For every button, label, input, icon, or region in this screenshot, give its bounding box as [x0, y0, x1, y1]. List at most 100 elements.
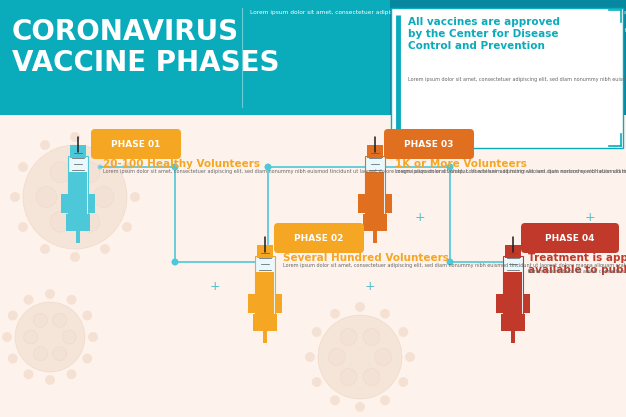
Circle shape — [363, 329, 380, 345]
Bar — [505, 271, 521, 316]
Text: Lorem ipsum dolor sit amet, consectetuer adipiscing elit, sed diam nonummy nibh : Lorem ipsum dolor sit amet, consectetuer… — [395, 169, 626, 174]
Circle shape — [375, 349, 391, 365]
Circle shape — [122, 162, 132, 172]
Text: PHASE 04: PHASE 04 — [545, 234, 595, 243]
FancyBboxPatch shape — [91, 129, 181, 159]
Circle shape — [66, 295, 76, 305]
Circle shape — [405, 352, 415, 362]
Circle shape — [265, 163, 272, 171]
Circle shape — [66, 369, 76, 379]
Bar — [496, 294, 505, 313]
Bar — [521, 294, 530, 313]
Text: +: + — [33, 95, 43, 108]
Text: PHASE 03: PHASE 03 — [404, 140, 454, 148]
Circle shape — [318, 315, 402, 399]
Circle shape — [367, 164, 372, 169]
Circle shape — [15, 302, 85, 372]
Circle shape — [53, 347, 66, 361]
Text: +: + — [210, 281, 220, 294]
Circle shape — [40, 244, 50, 254]
Circle shape — [18, 162, 28, 172]
Bar — [505, 245, 521, 258]
Text: Lorem ipsum dolor sit amet, consectetuer adipiscing elit, sed diam nonummy nibh : Lorem ipsum dolor sit amet, consectetuer… — [283, 263, 626, 268]
Text: +: + — [414, 211, 425, 224]
Circle shape — [8, 354, 18, 364]
Text: All vaccines are approved
by the Center for Disease
Control and Prevention: All vaccines are approved by the Center … — [408, 17, 560, 51]
Text: +: + — [365, 281, 376, 294]
Circle shape — [340, 369, 357, 385]
Circle shape — [24, 330, 38, 344]
Text: +: + — [585, 211, 595, 224]
Text: PHASE 02: PHASE 02 — [294, 234, 344, 243]
Text: CORONAVIRUS
VACCINE PHASES: CORONAVIRUS VACCINE PHASES — [12, 18, 279, 77]
Bar — [86, 194, 95, 213]
FancyBboxPatch shape — [274, 223, 364, 253]
Bar — [503, 256, 523, 318]
Text: Treatment is approved and
available to public: Treatment is approved and available to p… — [528, 253, 626, 275]
Text: 1K or More Volunteers: 1K or More Volunteers — [395, 159, 527, 169]
Circle shape — [340, 329, 357, 345]
FancyBboxPatch shape — [521, 223, 619, 253]
Circle shape — [329, 349, 346, 365]
Text: Lorem ipsum dolor sit amet, consectetuer adipiscing elit, sed diam nonummy nibh : Lorem ipsum dolor sit amet, consectetuer… — [250, 10, 626, 15]
Circle shape — [33, 347, 48, 361]
Bar — [69, 171, 86, 216]
Text: 20-100 Healthy Volunteers: 20-100 Healthy Volunteers — [103, 159, 260, 169]
Text: THE PROCESS DEVELOPED: THE PROCESS DEVELOPED — [398, 10, 552, 20]
Bar — [274, 294, 282, 313]
Circle shape — [33, 313, 48, 327]
Circle shape — [23, 145, 127, 249]
Circle shape — [88, 332, 98, 342]
FancyBboxPatch shape — [391, 8, 623, 148]
Circle shape — [36, 186, 57, 207]
Text: +: + — [165, 141, 175, 153]
Circle shape — [62, 330, 76, 344]
Text: Lorem ipsum dolor sit amet, consectetuer adipiscing elit, sed diam nonummy nibh : Lorem ipsum dolor sit amet, consectetuer… — [103, 169, 626, 174]
Circle shape — [355, 402, 365, 412]
Bar — [66, 214, 90, 231]
Text: Lorem ipsum dolor sit amet, consectetuer adipiscing elit, sed diam nonummy nibh : Lorem ipsum dolor sit amet, consectetuer… — [528, 269, 626, 274]
Circle shape — [2, 332, 12, 342]
Circle shape — [24, 295, 34, 305]
Circle shape — [79, 211, 100, 232]
Circle shape — [330, 395, 340, 405]
Circle shape — [380, 395, 390, 405]
Circle shape — [53, 313, 66, 327]
Circle shape — [370, 146, 380, 155]
Bar — [248, 294, 257, 313]
Circle shape — [330, 309, 340, 319]
Circle shape — [45, 289, 55, 299]
Bar — [390, 0, 626, 115]
Circle shape — [305, 352, 315, 362]
Bar — [253, 314, 277, 331]
Circle shape — [10, 192, 20, 202]
Bar — [255, 256, 275, 318]
Circle shape — [82, 311, 92, 321]
Circle shape — [122, 222, 132, 232]
Circle shape — [18, 222, 28, 232]
Circle shape — [40, 140, 50, 150]
Bar — [70, 145, 86, 158]
Circle shape — [380, 309, 390, 319]
Circle shape — [446, 259, 453, 266]
Bar — [358, 194, 366, 213]
Circle shape — [79, 162, 100, 183]
Bar — [364, 156, 386, 218]
Bar — [367, 145, 382, 158]
Circle shape — [8, 311, 18, 321]
Circle shape — [100, 140, 110, 150]
Circle shape — [100, 244, 110, 254]
Circle shape — [355, 302, 365, 312]
Text: Lorem ipsum dolor sit amet, consectetuer adipiscing elit, sed diam nonummy nibh : Lorem ipsum dolor sit amet, consectetuer… — [398, 28, 626, 33]
Bar — [61, 194, 69, 213]
Circle shape — [260, 246, 270, 255]
Text: PHASE 01: PHASE 01 — [111, 140, 161, 148]
Circle shape — [98, 164, 103, 169]
Circle shape — [363, 369, 380, 385]
FancyBboxPatch shape — [384, 129, 474, 159]
Circle shape — [398, 327, 408, 337]
Circle shape — [508, 246, 518, 255]
Circle shape — [70, 132, 80, 142]
Circle shape — [312, 327, 322, 337]
Circle shape — [312, 377, 322, 387]
